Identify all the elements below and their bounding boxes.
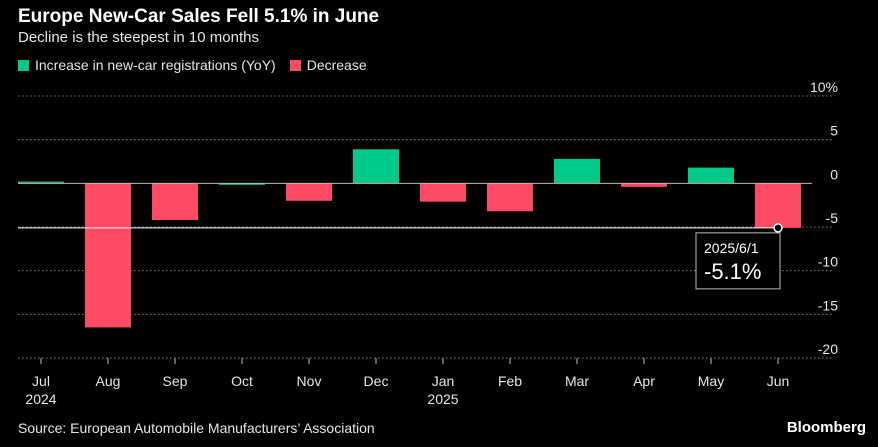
legend-swatch-increase — [18, 59, 29, 71]
y-tick-label: -10 — [818, 254, 838, 270]
legend-item-decrease: Decrease — [289, 57, 367, 73]
x-year-label: 2024 — [25, 391, 56, 407]
bar-dec — [353, 149, 399, 184]
x-tick-label: Apr — [633, 373, 655, 389]
bar-apr — [621, 183, 667, 187]
legend-item-increase: Increase in new-car registrations (YoY) — [18, 57, 276, 73]
x-tick-label: Sep — [163, 373, 188, 389]
annotation-marker — [773, 223, 783, 233]
brand-logo: Bloomberg — [786, 419, 866, 436]
annotation-value: -5.1% — [704, 259, 761, 284]
y-tick-label: -15 — [818, 297, 838, 313]
bar-sep — [152, 183, 198, 221]
x-year-label: 2025 — [427, 391, 458, 407]
bar-jul — [18, 181, 64, 184]
legend-swatch-decrease — [289, 59, 301, 71]
bar-mar — [554, 158, 600, 184]
bar-nov — [286, 183, 332, 201]
y-tick-label: 10% — [810, 79, 838, 95]
x-tick-label: Jan — [432, 373, 455, 389]
y-tick-label: 0 — [830, 166, 838, 182]
x-tick-label: Dec — [364, 373, 389, 389]
y-tick-label: -5 — [826, 210, 839, 226]
annotation-date: 2025/6/1 — [704, 240, 759, 256]
legend-label-decrease: Decrease — [306, 57, 367, 73]
bar-aug — [85, 183, 131, 328]
x-tick-label: Feb — [498, 373, 522, 389]
y-tick-label: -20 — [818, 341, 838, 357]
bar-oct — [219, 183, 265, 185]
bar-jun — [755, 183, 801, 228]
legend-label-increase: Increase in new-car registrations (YoY) — [35, 57, 276, 73]
source-note: Source: European Automobile Manufacturer… — [18, 420, 375, 436]
legend: Increase in new-car registrations (YoY) … — [18, 57, 381, 73]
x-tick-label: May — [698, 373, 724, 389]
chart-subtitle: Decline is the steepest in 10 months — [18, 29, 259, 46]
annotation-box — [695, 232, 781, 290]
x-tick-label: Oct — [231, 373, 253, 389]
x-tick-label: Jun — [767, 373, 790, 389]
x-tick-label: Aug — [96, 373, 121, 389]
bar-feb — [487, 183, 533, 212]
x-tick-label: Jul — [32, 373, 50, 389]
x-tick-label: Nov — [297, 373, 322, 389]
bar-may — [688, 167, 734, 184]
x-tick-label: Mar — [565, 373, 589, 389]
bar-jan — [420, 183, 466, 202]
chart-title: Europe New-Car Sales Fell 5.1% in June — [18, 6, 380, 27]
y-tick-label: 5 — [830, 123, 838, 139]
